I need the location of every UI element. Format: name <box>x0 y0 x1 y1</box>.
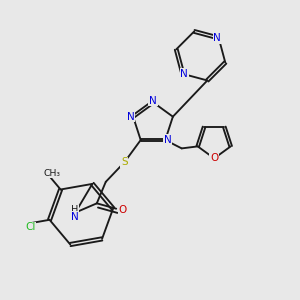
Text: N: N <box>180 69 188 79</box>
Text: O: O <box>119 205 127 215</box>
Text: N: N <box>70 212 78 222</box>
Text: CH₃: CH₃ <box>43 169 60 178</box>
Text: S: S <box>121 158 128 167</box>
Text: O: O <box>210 153 218 164</box>
Text: Cl: Cl <box>25 222 36 233</box>
Text: H: H <box>71 205 78 215</box>
Text: N: N <box>213 33 221 43</box>
Text: N: N <box>149 96 157 106</box>
Text: N: N <box>127 112 135 122</box>
Text: N: N <box>164 135 172 145</box>
